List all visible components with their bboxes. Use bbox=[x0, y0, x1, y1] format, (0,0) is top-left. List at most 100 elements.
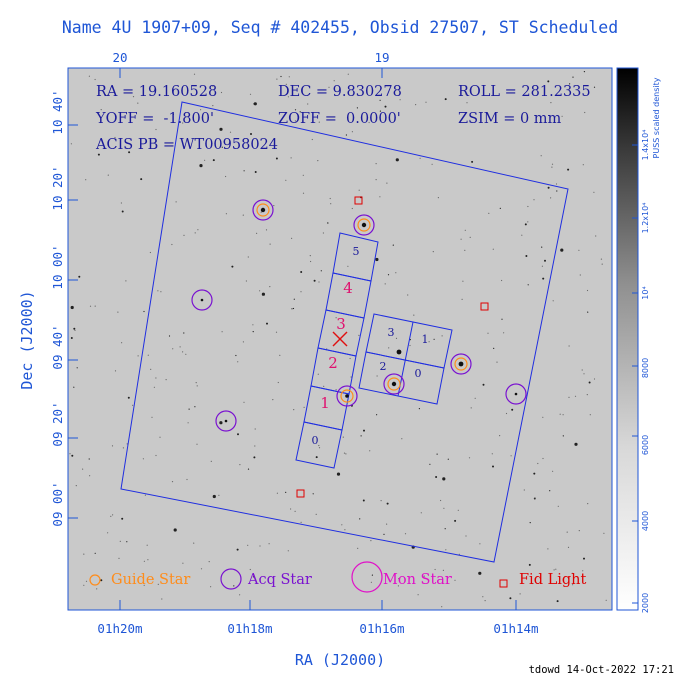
zsim-value: ZSIM = 0 mm bbox=[458, 111, 562, 127]
y-tick-label: 09 20' bbox=[50, 401, 65, 446]
background-star bbox=[243, 170, 245, 172]
background-star bbox=[533, 472, 536, 475]
colorbar-title: PUSS scaled density bbox=[652, 77, 661, 158]
background-star bbox=[194, 406, 196, 408]
background-star bbox=[551, 163, 554, 165]
background-star bbox=[586, 289, 589, 292]
background-star bbox=[200, 568, 203, 570]
background-star bbox=[194, 232, 196, 234]
background-star bbox=[318, 281, 320, 283]
background-star bbox=[157, 290, 159, 292]
background-star bbox=[383, 533, 385, 536]
background-star bbox=[85, 179, 87, 181]
background-star bbox=[425, 101, 427, 103]
background-star bbox=[562, 435, 564, 437]
colorbar-tick-label: 8000 bbox=[641, 358, 650, 378]
background-star bbox=[375, 163, 377, 165]
background-star bbox=[464, 249, 466, 251]
background-star bbox=[260, 211, 262, 213]
background-star bbox=[73, 386, 75, 388]
background-star bbox=[272, 399, 274, 401]
background-star bbox=[386, 523, 388, 525]
background-star bbox=[149, 251, 151, 254]
background-star bbox=[347, 73, 349, 75]
y-tick-label: 10 00' bbox=[50, 244, 65, 289]
x-tick-label: 01h14m bbox=[493, 621, 538, 636]
acq-star-legend-symbol bbox=[220, 568, 242, 590]
background-star bbox=[461, 298, 463, 300]
chip-labels: 0 5 3 1 2 0 bbox=[312, 245, 429, 447]
background-star bbox=[266, 322, 268, 325]
background-star bbox=[499, 207, 501, 209]
background-star bbox=[291, 308, 293, 310]
background-star bbox=[544, 259, 546, 262]
background-star bbox=[249, 568, 251, 571]
acis-field-outline bbox=[120, 101, 569, 563]
axis-ticks bbox=[68, 68, 517, 610]
background-star bbox=[398, 578, 400, 580]
background-star bbox=[524, 223, 527, 226]
background-star bbox=[343, 452, 346, 454]
background-star bbox=[347, 265, 349, 267]
background-star bbox=[137, 102, 139, 104]
background-star bbox=[127, 396, 130, 399]
background-star bbox=[173, 528, 177, 532]
top-tick-label: 19 bbox=[374, 50, 389, 65]
background-star bbox=[593, 191, 595, 193]
background-star bbox=[275, 157, 278, 160]
background-star bbox=[165, 379, 167, 381]
background-star bbox=[474, 397, 476, 399]
background-star bbox=[470, 407, 472, 409]
background-star bbox=[362, 499, 365, 502]
background-star bbox=[94, 305, 96, 307]
background-star bbox=[527, 221, 529, 223]
acis-s-chip-4: 4 bbox=[343, 279, 353, 297]
background-star bbox=[276, 78, 278, 80]
background-star bbox=[581, 369, 583, 371]
background-star bbox=[114, 370, 117, 372]
background-star bbox=[509, 597, 512, 600]
background-star bbox=[525, 255, 528, 257]
background-star bbox=[153, 386, 155, 388]
background-star bbox=[550, 197, 552, 199]
background-star bbox=[121, 210, 124, 213]
background-star bbox=[583, 373, 585, 375]
background-star bbox=[510, 455, 512, 457]
background-star bbox=[172, 113, 174, 115]
background-star bbox=[100, 109, 102, 111]
background-star bbox=[250, 133, 252, 135]
background-star bbox=[436, 453, 438, 455]
background-star bbox=[404, 533, 407, 535]
background-star bbox=[350, 376, 352, 378]
background-star bbox=[292, 307, 295, 310]
background-star bbox=[322, 232, 324, 234]
background-star bbox=[70, 337, 73, 339]
background-star bbox=[336, 472, 341, 476]
background-star bbox=[492, 465, 494, 468]
background-star bbox=[259, 545, 261, 547]
background-star bbox=[556, 190, 558, 192]
background-star bbox=[252, 324, 254, 326]
background-star bbox=[386, 502, 389, 505]
background-star bbox=[225, 213, 227, 215]
background-star bbox=[287, 550, 289, 552]
plot-title: Name 4U 1907+09, Seq # 402455, Obsid 275… bbox=[61, 18, 619, 37]
background-star bbox=[157, 583, 159, 586]
background-star bbox=[300, 271, 303, 273]
background-star bbox=[254, 428, 256, 430]
background-star bbox=[88, 75, 90, 77]
colorbar bbox=[616, 67, 639, 611]
background-star bbox=[561, 115, 563, 117]
background-star bbox=[302, 174, 304, 176]
background-star bbox=[465, 93, 467, 95]
background-star bbox=[567, 168, 570, 171]
guide-star-legend-label: Guide Star bbox=[111, 572, 190, 588]
background-star bbox=[210, 586, 212, 588]
fid-light-legend-label: Fid Light bbox=[519, 572, 586, 588]
background-star bbox=[335, 317, 337, 319]
background-star bbox=[219, 421, 223, 425]
background-star bbox=[88, 458, 90, 460]
background-star bbox=[454, 519, 457, 522]
background-star bbox=[269, 286, 271, 288]
background-star bbox=[142, 458, 144, 460]
